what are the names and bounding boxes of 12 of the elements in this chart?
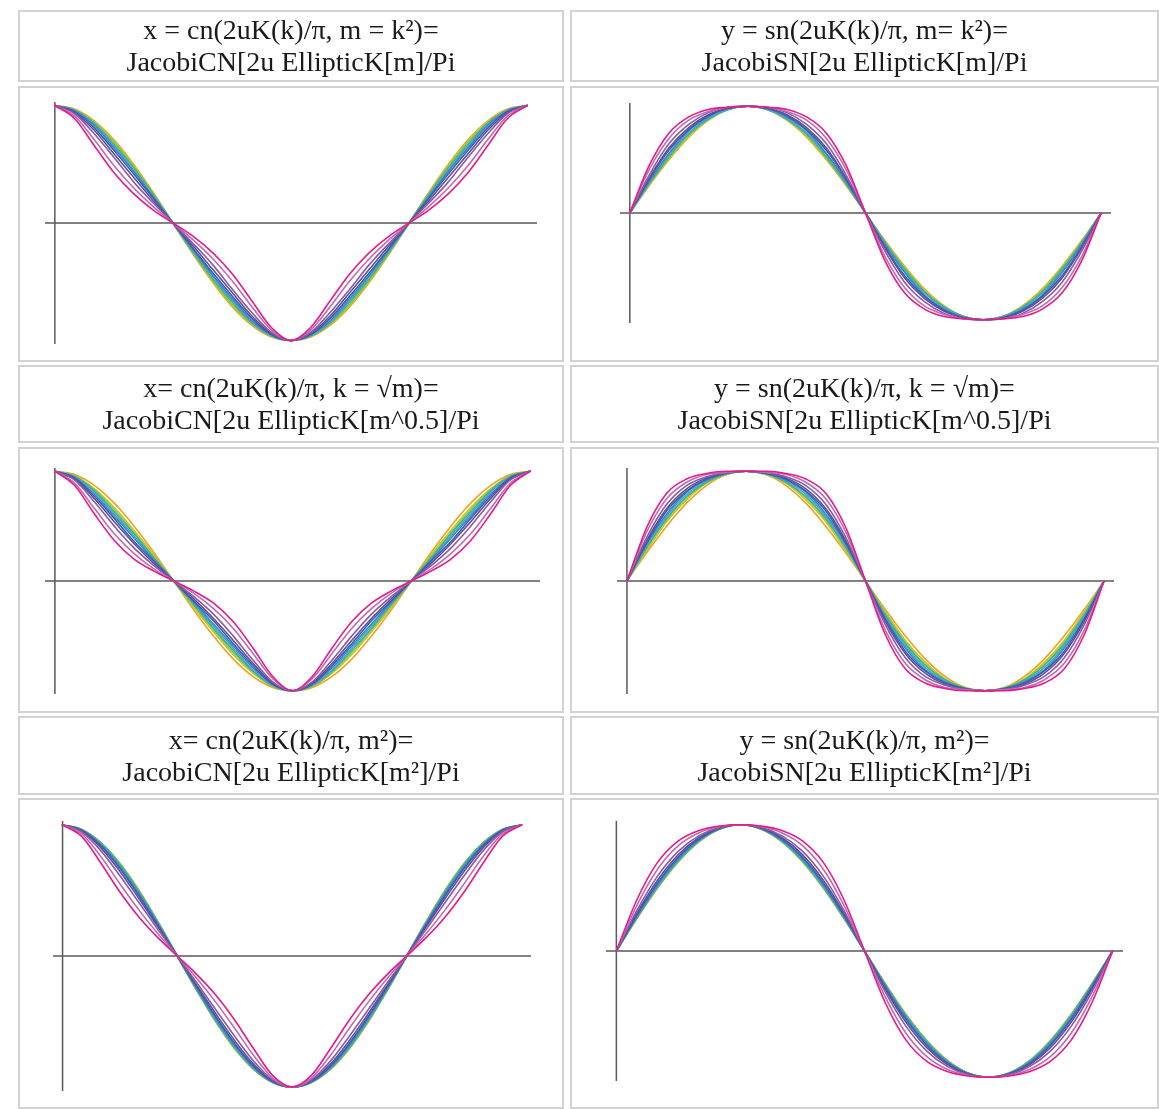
- chart-title: y = sn(2uK(k)/π, m= k²)=: [721, 14, 1008, 46]
- chart-subtitle: JacobiCN[2u EllipticK[m]/Pi: [126, 46, 456, 78]
- chart-title: x= cn(2uK(k)/π, m²)=: [168, 723, 414, 756]
- chart-subtitle: JacobiCN[2u EllipticK[m²]/Pi: [122, 755, 460, 788]
- chart-title: x = cn(2uK(k)/π, m = k²)=: [143, 14, 439, 46]
- chart-title: x= cn(2uK(k)/π, k = √m)=: [143, 372, 439, 404]
- chart-subtitle: JacobiCN[2u EllipticK[m^0.5]/Pi: [102, 404, 480, 436]
- chart-title: y = sn(2uK(k)/π, m²)=: [739, 723, 990, 756]
- chart-subtitle: JacobiSN[2u EllipticK[m]/Pi: [701, 46, 1028, 78]
- chart-subtitle: JacobiSN[2u EllipticK[m²]/Pi: [697, 755, 1032, 788]
- chart-subtitle: JacobiSN[2u EllipticK[m^0.5]/Pi: [677, 404, 1052, 436]
- chart-title: y = sn(2uK(k)/π, k = √m)=: [714, 372, 1015, 404]
